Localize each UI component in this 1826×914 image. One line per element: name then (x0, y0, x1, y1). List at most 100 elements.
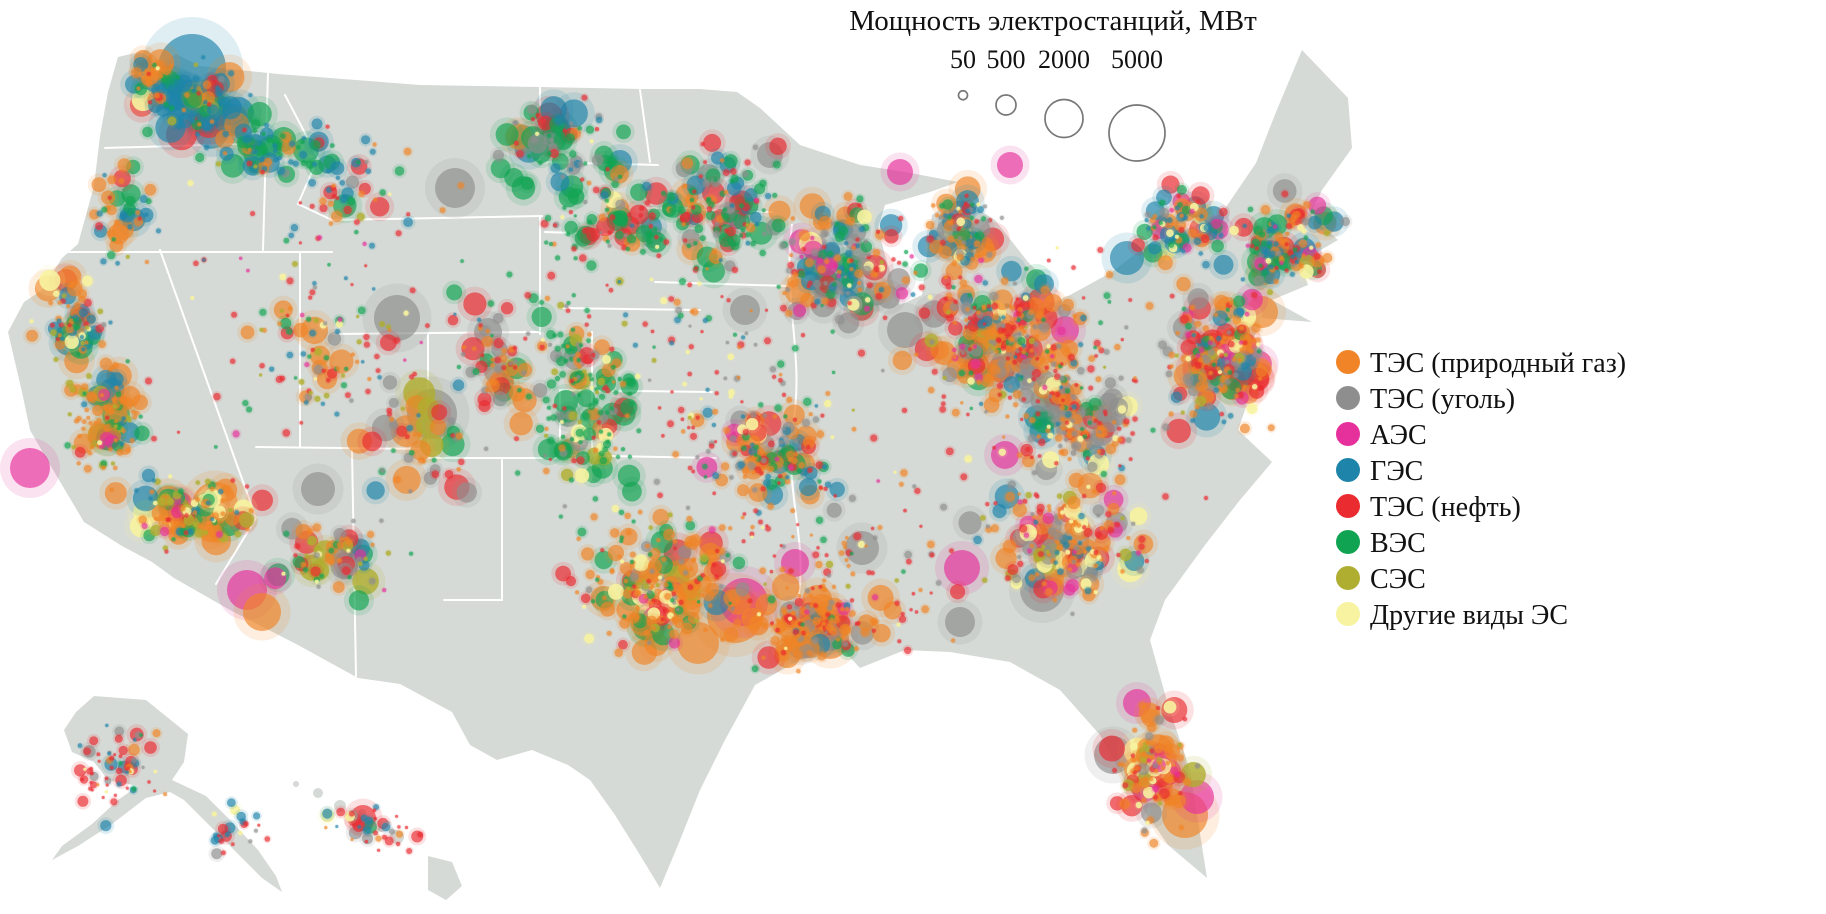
plant-bubble-gas (624, 512, 631, 519)
plant-bubble-oil (972, 305, 977, 310)
plant-bubble-oil (514, 436, 519, 442)
plant-bubble-gas (805, 632, 810, 637)
plant-bubble-gas (682, 183, 688, 189)
plant-bubble-gas (544, 426, 549, 431)
plant-bubble-oil (1071, 265, 1076, 270)
plant-bubble-wind (759, 179, 767, 187)
plant-bubble-oil (870, 570, 875, 576)
plant-bubble-wind (175, 75, 180, 80)
plant-bubble-oth (1174, 234, 1179, 239)
plant-bubble-gas (1248, 348, 1253, 353)
plant-bubble-oth (29, 319, 34, 324)
plant-bubble-gas (197, 122, 202, 127)
plant-bubble-oil (480, 353, 485, 358)
plant-bubble-oil (650, 329, 655, 334)
plant-bubble-gas (1067, 567, 1072, 572)
plant-bubble-hyd (477, 317, 482, 322)
plant-bubble-gas (871, 619, 878, 626)
plant-bubble-coal (1047, 527, 1057, 536)
plant-bubble-gas (976, 310, 981, 315)
plant-bubble-wind (555, 255, 561, 261)
plant-bubble-hyd (133, 737, 137, 742)
plant-bubble-hyd (366, 481, 385, 500)
plant-bubble-coal (352, 567, 358, 573)
plant-bubble-hyd (1203, 223, 1213, 232)
plant-bubble-coal (649, 568, 655, 574)
plant-bubble-sol (308, 390, 313, 395)
plant-bubble-oil (1065, 420, 1070, 425)
plant-bubble-hyd (218, 488, 224, 495)
plant-bubble-gas (928, 386, 935, 394)
plant-bubble-oil (918, 284, 925, 291)
plant-bubble-coal (872, 535, 878, 540)
plant-bubble-gas (736, 375, 741, 380)
plant-bubble-oil (1085, 456, 1090, 461)
plant-bubble-gas (403, 147, 412, 156)
plant-bubble-oil (90, 788, 94, 792)
plant-bubble-hyd (276, 166, 286, 176)
plant-bubble-oil (242, 127, 247, 133)
plant-bubble-gas (1067, 457, 1072, 461)
plant-bubble-coal (313, 552, 320, 559)
plant-bubble-wind (1103, 292, 1111, 299)
plant-bubble-wind (1158, 199, 1166, 207)
lower48-silhouette (8, 50, 1352, 888)
plant-bubble-gas (111, 397, 117, 403)
plant-bubble-sol (694, 618, 699, 623)
plant-bubble-gas (1141, 798, 1147, 803)
plant-bubble-oil (1130, 753, 1135, 758)
plant-bubble-hyd (100, 820, 112, 832)
plant-bubble-oil (812, 551, 820, 559)
plant-bubble-hyd (56, 318, 62, 324)
plant-bubble-gas (1000, 277, 1009, 285)
plant-bubble-nuc (1042, 385, 1048, 390)
plant-bubble-hyd (979, 401, 984, 406)
plant-bubble-oil (1176, 193, 1181, 199)
plant-bubble-gas (980, 331, 986, 336)
plant-bubble-gas (816, 608, 825, 616)
plant-bubble-coal (1118, 375, 1124, 381)
plant-bubble-hyd (745, 240, 751, 246)
plant-bubble-oil (1130, 431, 1135, 436)
plant-bubble-oil (807, 467, 813, 473)
plant-bubble-oil (90, 771, 94, 776)
plant-bubble-hyd (227, 798, 236, 808)
plant-bubble-sol (203, 530, 209, 536)
plant-bubble-oil (1010, 324, 1017, 331)
plant-bubble-oil (285, 313, 290, 317)
plant-bubble-oil (109, 765, 114, 770)
plant-bubble-oil (926, 235, 934, 243)
plant-bubble-oil (1286, 223, 1292, 230)
plant-bubble-oth (1117, 405, 1127, 414)
legend-item-gas: ТЭС (природный газ) (1336, 348, 1626, 379)
plant-bubble-wind (1292, 247, 1298, 253)
plant-bubble-gas (1040, 285, 1050, 295)
plant-bubble-nuc (774, 456, 780, 462)
plant-bubble-gas (125, 447, 131, 453)
plant-bubble-gas (485, 328, 490, 334)
plant-bubble-hyd (1053, 560, 1058, 565)
plant-bubble-gas (656, 538, 661, 543)
plant-bubble-gas (129, 438, 135, 444)
plant-bubble-gas (609, 528, 620, 538)
plant-bubble-oil (985, 502, 990, 507)
plant-bubble-gas (873, 272, 878, 277)
plant-bubble-oil (853, 532, 862, 541)
plant-bubble-gas (74, 301, 81, 308)
plant-bubble-oth (857, 209, 872, 225)
plant-bubble-wind (1211, 362, 1216, 367)
plant-bubble-oil (539, 344, 545, 350)
plant-bubble-oil (107, 195, 112, 200)
plant-bubble-oil (251, 489, 273, 511)
plant-bubble-hyd (1307, 215, 1322, 230)
plant-bubble-wind (409, 450, 415, 456)
plant-bubble-oil (147, 780, 151, 784)
plant-bubble-oil (670, 390, 674, 394)
plant-bubble-hyd (78, 308, 88, 318)
plant-bubble-sol (763, 582, 767, 586)
plant-bubble-wind (446, 284, 463, 301)
plant-bubble-oil (1067, 353, 1075, 361)
plant-bubble-gas (958, 209, 963, 214)
plant-bubble-coal (811, 249, 819, 257)
plant-bubble-gas (99, 357, 113, 370)
